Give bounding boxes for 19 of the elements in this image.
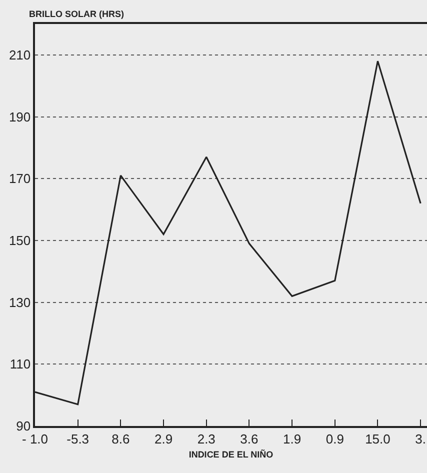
x-tick-label: -5.3 <box>66 431 90 446</box>
x-tick-label: 2.3 <box>197 431 216 446</box>
x-tick-label: 2.9 <box>154 431 173 446</box>
y-tick-label: 190 <box>8 109 31 124</box>
y-tick-label: 110 <box>10 356 31 372</box>
y-tick-label: 210 <box>8 47 31 62</box>
x-tick-label: 15.0 <box>365 431 390 446</box>
y-axis-title: BRILLO SOLAR (HRS) <box>29 9 124 19</box>
x-tick-label: - 1.0 <box>22 431 48 446</box>
y-tick-label: 90 <box>16 418 31 434</box>
y-tick-label: 150 <box>8 233 31 248</box>
x-tick-label: 8.6 <box>112 431 130 446</box>
x-tick-label: 3. <box>415 431 426 446</box>
x-axis-title: INDICE DE EL NIÑO <box>188 448 274 460</box>
x-tick-label: 3.6 <box>240 431 258 446</box>
x-tick-label: 0.9 <box>326 431 344 446</box>
y-tick-label: 130 <box>8 294 31 310</box>
x-tick-label: 1.9 <box>283 431 302 446</box>
y-tick-label: 170 <box>8 171 31 186</box>
